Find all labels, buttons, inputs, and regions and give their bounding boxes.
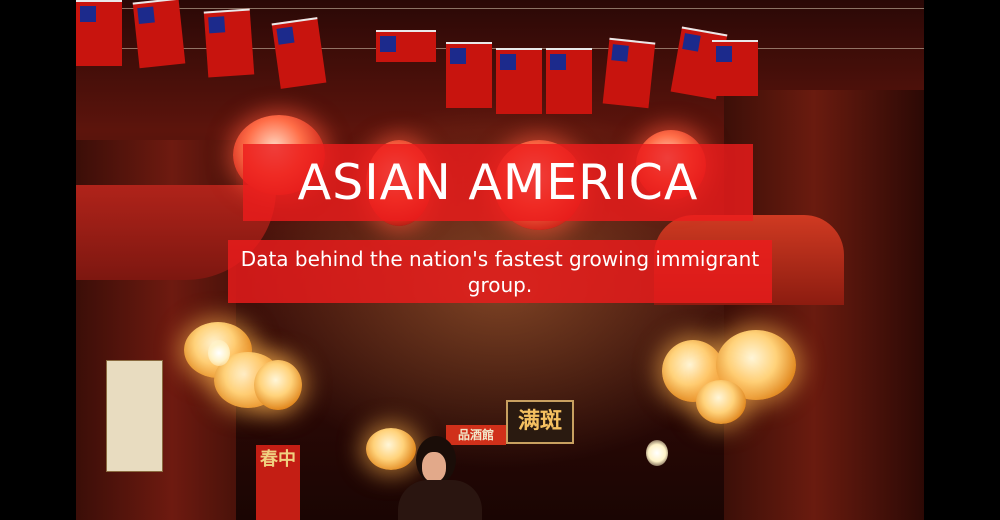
flag-icon <box>203 8 255 78</box>
flag-icon <box>602 37 656 109</box>
lantern-icon <box>696 380 746 424</box>
flag-icon <box>376 30 436 62</box>
flag-icon <box>446 42 492 108</box>
person-face <box>422 452 446 482</box>
light-bulb-icon <box>208 340 230 366</box>
lantern-icon <box>254 360 302 410</box>
flag-icon <box>132 0 186 69</box>
subtitle-banner: Data behind the nation's fastest growing… <box>228 240 772 303</box>
hanging-banner: 春中 <box>256 445 300 520</box>
right-building <box>724 90 924 520</box>
flag-icon <box>712 40 758 96</box>
flag-icon <box>271 17 327 89</box>
person-body <box>398 480 482 520</box>
flag-string <box>76 8 924 9</box>
page-title: ASIAN AMERICA <box>297 154 699 211</box>
lantern-icon <box>366 428 416 470</box>
flag-icon <box>76 0 122 66</box>
page-subtitle: Data behind the nation's fastest growing… <box>240 246 760 297</box>
small-shop-sign: 品酒館 <box>446 425 506 445</box>
flag-icon <box>546 48 592 114</box>
light-bulb-icon <box>646 440 668 466</box>
wall-notice <box>106 360 163 472</box>
title-banner: ASIAN AMERICA <box>243 144 753 221</box>
shop-sign: 满斑 <box>506 400 574 444</box>
flag-icon <box>496 48 542 114</box>
